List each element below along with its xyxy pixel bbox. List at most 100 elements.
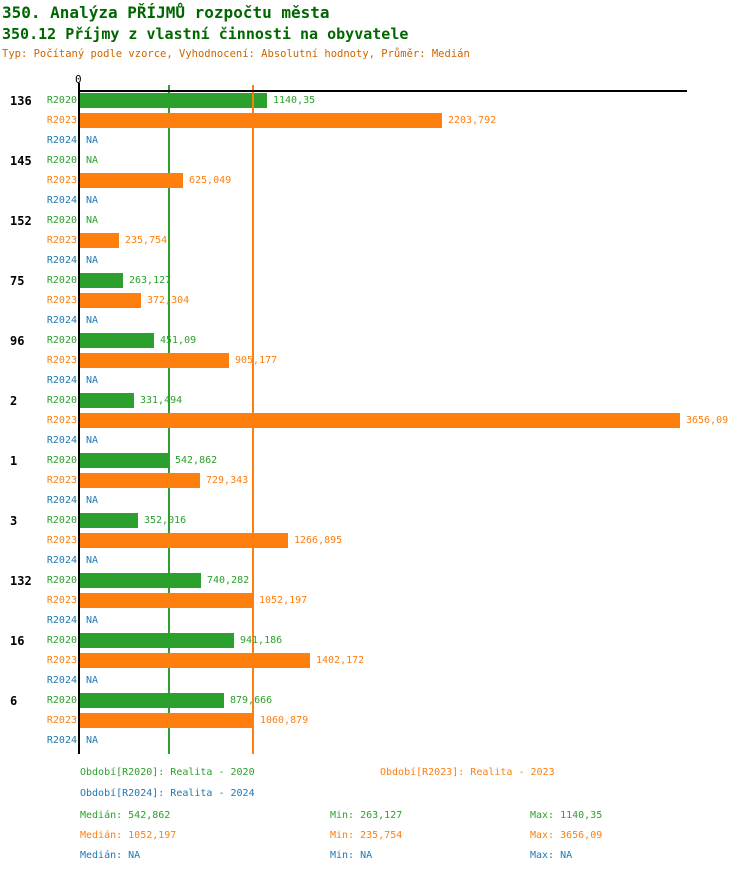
- bar-value-na-label: NA: [86, 155, 99, 166]
- group-id-label: 6: [10, 694, 18, 708]
- bar-value-na-label: NA: [86, 315, 99, 326]
- group-id-label: 145: [10, 154, 32, 168]
- bar-r2020-1: [80, 453, 169, 468]
- bar-value-na-label: NA: [86, 615, 99, 626]
- bar-value-label: 1140,35: [273, 95, 316, 106]
- series-label-r2024: R2024: [46, 315, 77, 326]
- median-line-R2023: [252, 85, 254, 754]
- group-id-label: 152: [10, 214, 32, 228]
- bar-value-label: 1060,879: [260, 715, 309, 726]
- series-label-r2023: R2023: [46, 415, 77, 426]
- bar-r2023-75: [80, 293, 141, 308]
- bar-r2023-2: [80, 413, 680, 428]
- series-label-r2020: R2020: [46, 395, 77, 406]
- bar-value-na-label: NA: [86, 675, 99, 686]
- bar-r2023-145: [80, 173, 183, 188]
- group-id-label: 2: [10, 394, 18, 408]
- page-title: 350. Analýza PŘÍJMŮ rozpočtu města: [2, 3, 330, 22]
- axis-zero-label: 0: [75, 73, 82, 86]
- stat-median-r2024: Medián: NA: [80, 850, 141, 861]
- series-label-r2023: R2023: [46, 295, 77, 306]
- series-label-r2023: R2023: [46, 475, 77, 486]
- series-label-r2023: R2023: [46, 655, 77, 666]
- group-id-label: 96: [10, 334, 25, 348]
- x-axis-line: [80, 90, 687, 92]
- bar-value-label: 1266,895: [294, 535, 343, 546]
- series-label-r2024: R2024: [46, 435, 77, 446]
- series-label-r2020: R2020: [46, 515, 77, 526]
- series-label-r2023: R2023: [46, 535, 77, 546]
- bar-r2023-16: [80, 653, 310, 668]
- bar-r2023-6: [80, 713, 254, 728]
- group-id-label: 3: [10, 514, 18, 528]
- bar-value-label: 1052,197: [259, 595, 308, 606]
- series-label-r2023: R2023: [46, 355, 77, 366]
- stat-median-r2020: Medián: 542,862: [80, 810, 171, 821]
- bar-value-na-label: NA: [86, 195, 99, 206]
- bar-value-label: 905,177: [235, 355, 278, 366]
- bar-r2023-1: [80, 473, 200, 488]
- bar-value-label: 3656,09: [686, 415, 729, 426]
- bar-value-label: 235,754: [125, 235, 168, 246]
- series-label-r2020: R2020: [46, 155, 77, 166]
- series-label-r2024: R2024: [46, 735, 77, 746]
- stat-max-r2023: Max: 3656,09: [530, 830, 603, 841]
- stat-max-r2024: Max: NA: [530, 850, 573, 861]
- series-label-r2020: R2020: [46, 455, 77, 466]
- series-label-r2020: R2020: [46, 335, 77, 346]
- bar-value-na-label: NA: [86, 135, 99, 146]
- series-label-r2024: R2024: [46, 255, 77, 266]
- group-id-label: 75: [10, 274, 25, 288]
- bar-value-label: 331,494: [140, 395, 183, 406]
- group-id-label: 132: [10, 574, 32, 588]
- series-label-r2020: R2020: [46, 275, 77, 286]
- bar-value-label: 352,016: [144, 515, 187, 526]
- bar-value-na-label: NA: [86, 735, 99, 746]
- stat-median-r2023: Medián: 1052,197: [80, 830, 177, 841]
- series-label-r2024: R2024: [46, 615, 77, 626]
- bar-value-label: 263,127: [129, 275, 172, 286]
- bar-value-label: 2203,792: [448, 115, 497, 126]
- stat-min-r2020: Min: 263,127: [330, 810, 403, 821]
- bar-value-label: 372,304: [147, 295, 190, 306]
- bar-value-label: 451,09: [160, 335, 197, 346]
- bar-value-label: 1402,172: [316, 655, 365, 666]
- bar-r2020-3: [80, 513, 138, 528]
- bar-r2023-152: [80, 233, 119, 248]
- legend-item-r2020: Období[R2020]: Realita - 2020: [80, 767, 255, 778]
- series-label-r2024: R2024: [46, 375, 77, 386]
- bar-r2023-136: [80, 113, 442, 128]
- bar-value-na-label: NA: [86, 255, 99, 266]
- series-label-r2020: R2020: [46, 215, 77, 226]
- bar-value-label: 740,282: [207, 575, 250, 586]
- chart-meta-line: Typ: Počítaný podle vzorce, Vyhodnocení:…: [2, 48, 470, 60]
- bar-r2023-3: [80, 533, 288, 548]
- series-label-r2024: R2024: [46, 195, 77, 206]
- stat-max-r2020: Max: 1140,35: [530, 810, 603, 821]
- bar-value-label: 879,666: [230, 695, 273, 706]
- series-label-r2024: R2024: [46, 135, 77, 146]
- bar-r2020-75: [80, 273, 123, 288]
- group-id-label: 1: [10, 454, 18, 468]
- group-id-label: 136: [10, 94, 32, 108]
- bar-value-na-label: NA: [86, 375, 99, 386]
- series-label-r2020: R2020: [46, 635, 77, 646]
- series-label-r2020: R2020: [46, 575, 77, 586]
- bar-r2020-96: [80, 333, 154, 348]
- bar-r2020-16: [80, 633, 234, 648]
- bar-r2023-132: [80, 593, 253, 608]
- bar-value-label: 941,186: [240, 635, 283, 646]
- bar-value-label: 729,343: [206, 475, 249, 486]
- stat-min-r2024: Min: NA: [330, 850, 373, 861]
- stat-min-r2023: Min: 235,754: [330, 830, 403, 841]
- series-label-r2023: R2023: [46, 715, 77, 726]
- series-label-r2023: R2023: [46, 595, 77, 606]
- bar-r2020-2: [80, 393, 134, 408]
- bar-value-na-label: NA: [86, 495, 99, 506]
- bar-r2020-132: [80, 573, 201, 588]
- bar-value-label: 542,862: [175, 455, 218, 466]
- y-axis-line: [78, 83, 80, 754]
- series-label-r2020: R2020: [46, 95, 77, 106]
- series-label-r2023: R2023: [46, 175, 77, 186]
